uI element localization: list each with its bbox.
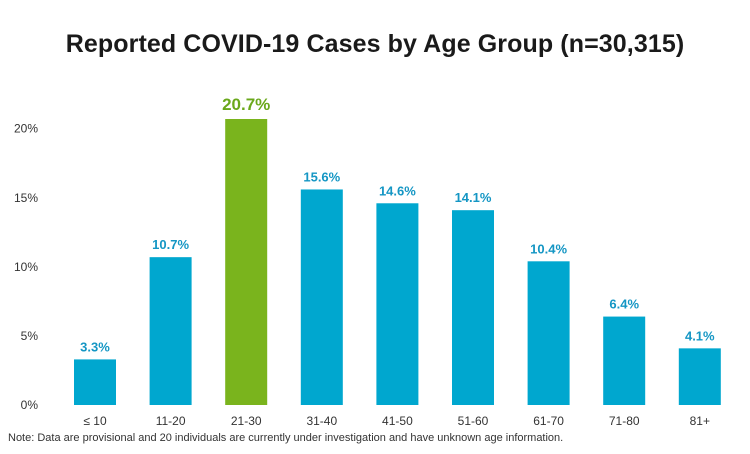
data-label: 20.7%	[222, 95, 270, 114]
bar	[149, 257, 192, 405]
bar	[74, 359, 116, 405]
data-label: 6.4%	[609, 297, 639, 312]
y-tick-label: 20%	[14, 122, 38, 136]
x-tick-label: 21-30	[231, 414, 262, 428]
y-tick-label: 0%	[21, 398, 39, 412]
x-tick-label: 31-40	[306, 414, 337, 428]
data-label: 4.1%	[685, 328, 715, 343]
bar	[527, 261, 570, 405]
x-tick-label: 41-50	[382, 414, 413, 428]
x-tick-label: 11-20	[156, 414, 186, 428]
y-tick-label: 5%	[21, 329, 39, 343]
x-tick-label: 61-70	[533, 414, 564, 428]
y-tick-label: 10%	[14, 260, 38, 274]
x-tick-label: 51-60	[458, 414, 489, 428]
data-label: 10.7%	[152, 237, 189, 252]
bar	[225, 119, 268, 405]
x-tick-label: 81+	[690, 414, 710, 428]
bar	[452, 210, 494, 405]
bar	[603, 316, 646, 405]
footnote: Note: Data are provisional and 20 indivi…	[8, 432, 564, 444]
bar	[678, 348, 721, 405]
bar	[376, 203, 419, 405]
data-label: 15.6%	[303, 169, 340, 184]
x-tick-label: 71-80	[609, 414, 640, 428]
chart-title: Reported COVID-19 Cases by Age Group (n=…	[65, 30, 685, 58]
data-label: 3.3%	[80, 339, 110, 354]
bar	[300, 189, 343, 405]
data-label: 14.1%	[455, 190, 492, 205]
y-tick-label: 15%	[14, 191, 38, 205]
x-tick-label: ≤ 10	[83, 414, 107, 428]
data-label: 14.6%	[379, 183, 416, 198]
data-label: 10.4%	[530, 241, 567, 256]
bar-chart: 0% 5% 10% 15% 20% 3.3% ≤ 10 10.7% 11-20 20.7% 21-3…	[14, 95, 721, 428]
